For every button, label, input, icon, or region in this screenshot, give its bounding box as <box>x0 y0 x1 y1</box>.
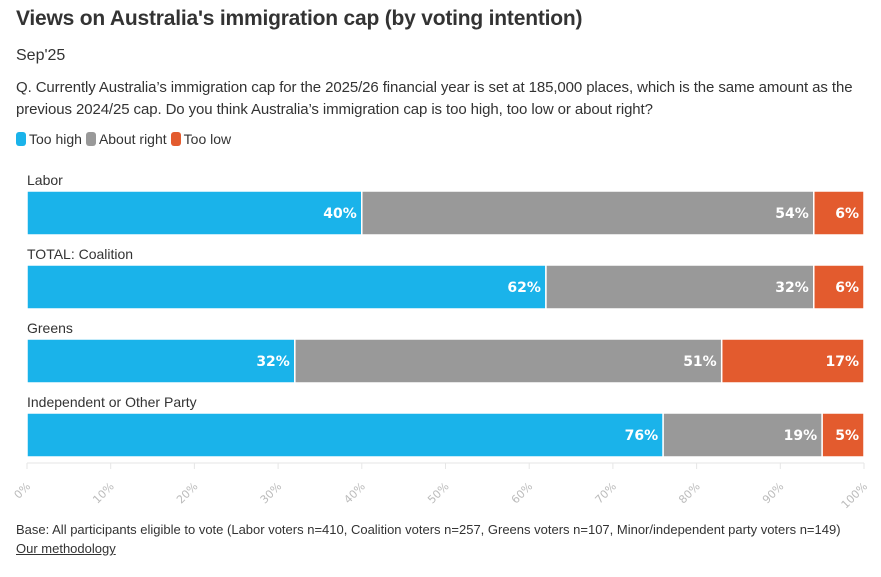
bar-segment-too-low[interactable] <box>720 338 865 384</box>
bar-data-label: 62% <box>507 280 541 296</box>
category-label-coalition: TOTAL: Coalition <box>27 246 134 262</box>
bar-segment-too-high[interactable] <box>26 190 363 236</box>
legend-swatch-about-right <box>85 132 96 146</box>
x-tick-label: 30% <box>258 480 284 506</box>
x-tick-label: 10% <box>90 480 116 506</box>
chart-subtitle: Sep'25 <box>16 47 66 64</box>
base-note: Base: All participants eligible to vote … <box>16 522 841 537</box>
bar-data-label: 54% <box>775 206 809 222</box>
category-label-labor: Labor <box>27 172 63 188</box>
legend-item-about-right[interactable]: About right <box>85 131 167 147</box>
footer: Base: All participants eligible to vote … <box>16 520 841 558</box>
methodology-link[interactable]: Our methodology <box>16 541 116 556</box>
x-tick-label: 20% <box>174 480 200 506</box>
category-label-independent: Independent or Other Party <box>27 394 197 410</box>
legend: Too high About right Too low <box>16 131 235 147</box>
bar-segment-about-right[interactable] <box>545 264 815 310</box>
legend-swatch-too-low <box>170 132 181 146</box>
bar-data-label: 6% <box>835 280 859 296</box>
legend-label: Too low <box>183 131 232 147</box>
x-tick-label: 80% <box>676 480 702 506</box>
bar-data-label: 76% <box>625 428 659 444</box>
x-tick-label: 40% <box>341 480 367 506</box>
x-tick-label: 90% <box>760 480 786 506</box>
legend-label: About right <box>98 131 167 147</box>
bar-segment-too-low[interactable] <box>813 264 865 310</box>
bar-segment-too-high[interactable] <box>26 412 664 458</box>
x-tick-label: 70% <box>593 480 619 506</box>
legend-label: Too high <box>29 131 82 147</box>
bar-data-label: 6% <box>835 206 859 222</box>
bar-data-label: 17% <box>825 354 859 370</box>
bar-data-label: 32% <box>775 280 809 296</box>
x-tick-label: 60% <box>509 480 535 506</box>
bar-segment-about-right[interactable] <box>662 412 823 458</box>
category-label-greens: Greens <box>27 320 73 336</box>
bar-segment-about-right[interactable] <box>361 190 815 236</box>
bar-data-label: 19% <box>784 428 818 444</box>
x-tick-label: 100% <box>839 480 870 511</box>
legend-swatch-too-high <box>16 132 26 146</box>
bar-segment-about-right[interactable] <box>294 338 723 384</box>
chart-title: Views on Australia's immigration cap (by… <box>16 7 583 30</box>
bar-segment-too-low[interactable] <box>813 190 865 236</box>
bar-data-label: 51% <box>683 354 717 370</box>
bar-data-label: 32% <box>256 354 290 370</box>
bar-data-label: 40% <box>323 206 357 222</box>
bar-segment-too-high[interactable] <box>26 338 296 384</box>
legend-item-too-high[interactable]: Too high <box>16 131 82 147</box>
bar-data-label: 5% <box>835 428 859 444</box>
bar-segment-too-low[interactable] <box>821 412 865 458</box>
bar-segment-too-high[interactable] <box>26 264 547 310</box>
x-tick-label: 0% <box>12 480 34 502</box>
survey-question: Q. Currently Australia’s immigration cap… <box>16 79 853 118</box>
x-tick-label: 50% <box>425 480 451 506</box>
legend-item-too-low[interactable]: Too low <box>170 131 232 147</box>
